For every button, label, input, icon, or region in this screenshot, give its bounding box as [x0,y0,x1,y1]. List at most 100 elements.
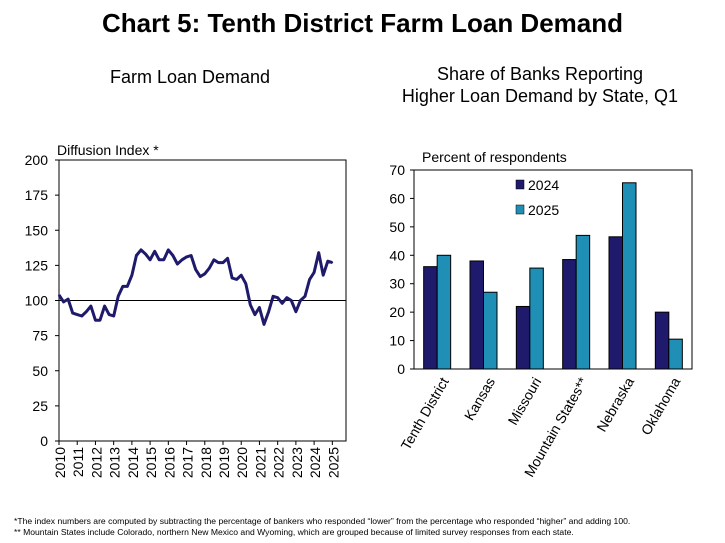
line-data-point [144,253,147,255]
bar-plot-frame [413,169,693,370]
line-data-point [181,258,183,261]
line-data-point [326,260,329,262]
right-chart-title-line-1: Share of Banks Reporting [436,64,644,84]
bar-2024-kansas [469,260,484,370]
line-y-tick-label: 25 [32,398,48,414]
line-data-point [213,258,215,261]
line-data-point [76,313,79,316]
line-data-point [135,254,138,257]
line-data-point [217,261,220,264]
line-data-point [140,249,142,251]
line-x-tick-label: 2011 [70,447,86,477]
line-data-point [99,319,101,321]
line-x-tick-label: 2012 [88,447,104,478]
bar-category-label: Nebraska [593,374,637,434]
bar-y-tick-label: 20 [389,304,405,320]
line-x-tick-label: 2016 [161,447,177,478]
line-y-tick-label: 75 [32,328,48,344]
left-chart-title: Farm Loan Demand [109,67,271,87]
line-data-point [276,296,279,299]
bar-2025-oklahoma [668,338,683,370]
line-data-point [226,257,229,260]
bar-2025-nebraska [622,182,637,370]
line-x-tick-label: 2019 [216,447,232,478]
line-data-point [203,273,206,275]
line-y-tick-label: 0 [40,433,48,449]
line-x-tick-label: 2018 [198,447,214,478]
line-data-point [263,323,265,326]
bar-y-tick-label: 50 [389,219,405,235]
line-data-point [176,263,179,265]
bar-2024-missouri [515,305,531,370]
bar-category-label: Missouri [505,375,545,428]
line-y-tick-label: 175 [25,187,49,203]
line-data-point [295,310,297,313]
bar-2024-mountain-states [562,259,577,370]
line-data-point [67,298,69,300]
line-data-point [185,256,188,258]
right-chart-title: Share of Banks Reporting Higher Loan Dema… [360,63,720,107]
line-data-point [126,285,129,288]
bar-y-tick-label: 40 [389,247,405,263]
line-data-point [272,295,274,298]
bar-2025-tenth-district [436,254,452,370]
line-data-point [90,305,92,307]
line-data-point [121,285,124,288]
line-data-point [117,295,120,298]
bar-category-label: Tenth District [397,374,451,452]
line-data-point [71,312,74,314]
line-x-tick-label: 2010 [52,447,68,478]
line-x-tick-label: 2021 [252,447,268,478]
line-data-point [244,282,247,285]
bar-y-tick-label: 10 [389,333,405,349]
line-x-tick-label: 2015 [143,447,159,478]
line-x-tick-label: 2023 [289,447,305,478]
right-chart-title-line-2: Higher Loan Demand by State, Q1 [401,86,679,106]
bar-y-axis-label: Percent of respondents [422,149,567,165]
legend-label-2025: 2025 [528,202,559,218]
line-data-point [103,305,106,307]
line-data-point [112,315,115,317]
line-x-tick-label: 2013 [107,447,123,478]
line-data-point [308,278,311,281]
line-data-point [208,267,211,269]
line-x-tick-label: 2025 [325,447,341,478]
legend-swatch-2025 [515,204,525,215]
line-data-point [222,261,224,264]
line-data-point [313,271,315,274]
line-x-tick-label: 2024 [307,447,323,478]
bar-category-label: Oklahoma [638,374,684,437]
bar-2025-mountain-states [575,234,591,370]
line-y-tick-label: 125 [25,257,49,273]
line-y-tick-label: 150 [25,222,49,238]
bar-y-tick-label: 60 [389,190,405,206]
bar-2024-oklahoma [654,311,670,370]
line-data-point [304,295,306,298]
line-data-point [62,301,65,303]
bar-2025-kansas [483,291,498,370]
legend-label-2024: 2024 [528,177,559,193]
line-x-tick-label: 2014 [125,447,141,478]
line-data-point [290,299,293,302]
bar-y-tick-label: 70 [389,162,405,178]
line-data-point [322,274,325,277]
line-data-point [172,254,174,257]
line-data-point [235,278,238,281]
bar-2024-tenth-district [423,266,438,370]
line-x-tick-label: 2020 [234,447,250,478]
bar-2025-missouri [529,267,544,370]
line-data-point [149,258,151,261]
legend-swatch-2024 [515,179,525,190]
line-data-point [285,296,288,299]
line-data-point [162,258,165,261]
line-data-point [281,302,284,305]
line-data-point [158,258,161,261]
line-data-point [58,294,60,296]
line-y-tick-label: 200 [25,152,49,168]
line-data-point [153,250,156,253]
line-data-point [267,310,270,313]
footnote-mountain-states: ** Mountain States include Colorado, nor… [14,527,574,537]
line-data-point [167,249,170,251]
line-data-point [131,274,133,277]
